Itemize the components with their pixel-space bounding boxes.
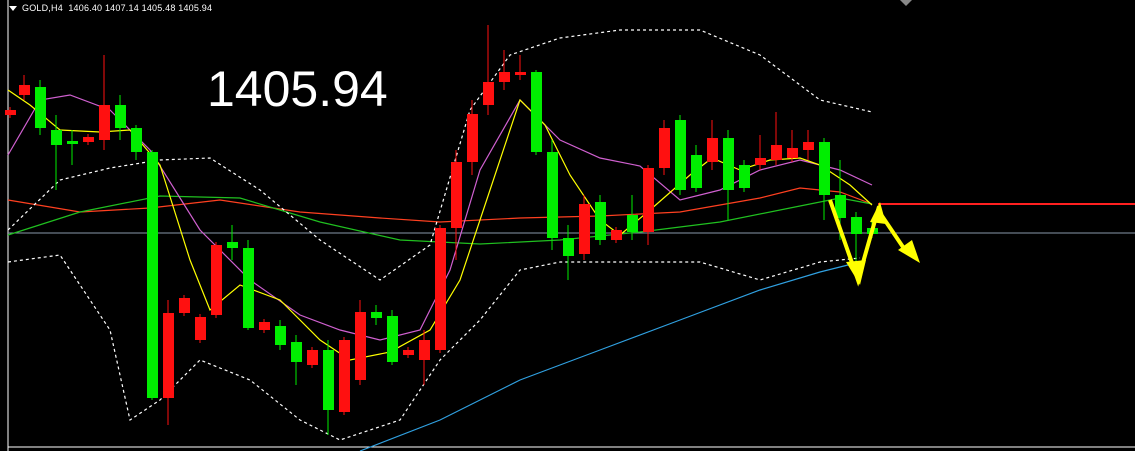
candle-body — [19, 85, 30, 95]
candle-body — [387, 316, 398, 362]
marker — [900, 0, 912, 6]
candle-body — [643, 168, 654, 232]
candle-body — [131, 128, 142, 152]
candle-body — [5, 110, 16, 115]
candle-body — [579, 204, 590, 254]
candle-body — [435, 228, 446, 350]
candle-body — [211, 245, 222, 315]
candle-body — [611, 230, 622, 240]
open: 1406.40 — [68, 3, 103, 13]
candle-body — [835, 195, 846, 218]
candle-body — [723, 138, 734, 190]
candle-body — [547, 152, 558, 238]
band-lower — [7, 254, 861, 441]
close: 1405.94 — [178, 3, 213, 13]
candle-body — [563, 238, 574, 256]
candle-body — [771, 145, 782, 160]
band-upper — [7, 29, 873, 281]
candle-body — [115, 105, 126, 128]
candle-body — [499, 72, 510, 82]
ma-blue — [359, 261, 861, 451]
candle-body — [755, 158, 766, 165]
candle-body — [675, 120, 686, 190]
arrow-head — [846, 260, 866, 285]
arrow-head — [870, 202, 886, 224]
symbol-header: GOLD,H4 1406.40 1407.14 1405.48 1405.94 — [22, 3, 212, 13]
candle-body — [259, 322, 270, 330]
candle-body — [243, 248, 254, 328]
symbol: GOLD,H4 — [22, 3, 63, 13]
high: 1407.14 — [104, 3, 139, 13]
candle-body — [739, 165, 750, 188]
candle-body — [659, 128, 670, 168]
candle-body — [371, 312, 382, 318]
candle-body — [691, 155, 702, 188]
price-label: 1405.94 — [207, 61, 388, 117]
candle-body — [99, 105, 110, 140]
menu-arrow[interactable] — [9, 6, 17, 11]
low: 1405.48 — [141, 3, 176, 13]
candle-body — [227, 242, 238, 248]
candle-body — [51, 130, 62, 145]
arrow-head — [898, 240, 920, 263]
candle-body — [179, 298, 190, 313]
candle-body — [67, 141, 78, 144]
candle-body — [531, 72, 542, 152]
candle-body — [307, 350, 318, 365]
candle-body — [595, 202, 606, 240]
candle-body — [515, 72, 526, 75]
candle-body — [275, 326, 286, 345]
candle-body — [451, 162, 462, 228]
candle-body — [483, 82, 494, 105]
candle-body — [707, 138, 718, 162]
candle-body — [195, 317, 206, 340]
candle-body — [147, 152, 158, 398]
candle-body — [83, 137, 94, 142]
candle-body — [787, 148, 798, 158]
candle-body — [35, 87, 46, 128]
candle-body — [803, 142, 814, 150]
candle-body — [163, 313, 174, 398]
forecast-arrow — [828, 199, 907, 287]
candle-body — [627, 215, 638, 232]
candle-body — [291, 342, 302, 362]
candle-body — [323, 350, 334, 410]
candle-body — [339, 340, 350, 412]
candle-body — [419, 340, 430, 360]
ma-green — [7, 195, 873, 245]
candle-body — [403, 350, 414, 355]
ma-red — [7, 187, 873, 223]
candle-body — [467, 114, 478, 162]
candle-body — [819, 142, 830, 195]
candle-body — [355, 312, 366, 380]
candle-body — [851, 217, 862, 234]
